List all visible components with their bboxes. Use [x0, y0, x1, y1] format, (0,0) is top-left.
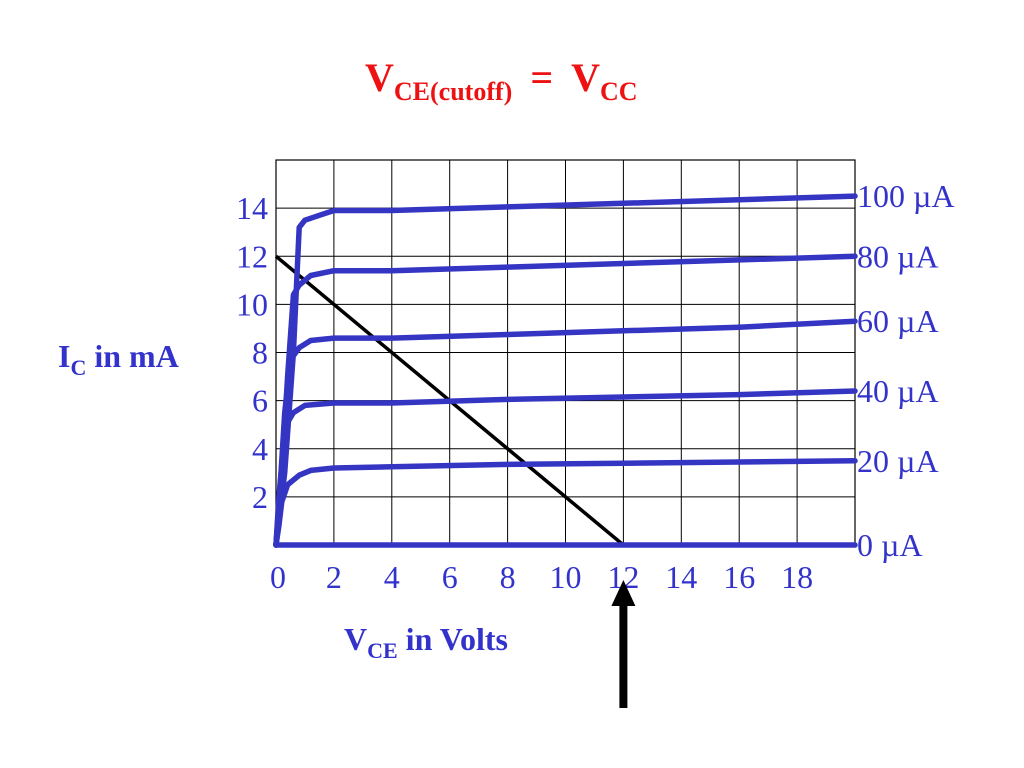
y-tick-label: 2 [252, 479, 268, 515]
curve-label-2: 60 µA [857, 303, 939, 339]
curve-label-4: 20 µA [857, 443, 939, 479]
x-tick-label: 2 [326, 559, 342, 595]
curve-label-3: 40 µA [857, 373, 939, 409]
y-tick-label: 6 [252, 383, 268, 419]
grid [275, 159, 856, 546]
y-axis-title: IC in mA [58, 338, 179, 380]
series-curve-0 [273, 193, 858, 548]
x-tick-label: 10 [550, 559, 582, 595]
x-tick-label: 16 [723, 559, 755, 595]
chart-title: VCE(cutoff) = VCC [365, 55, 638, 106]
x-tick-label: 14 [665, 559, 697, 595]
x-tick-label: 4 [384, 559, 400, 595]
y-tick-label: 12 [236, 238, 268, 274]
curve-label-1: 80 µA [857, 238, 939, 274]
series-curve-3 [273, 388, 858, 548]
y-tick-label: 4 [252, 431, 268, 467]
curve-label-0: 100 µA [857, 178, 955, 214]
axis-titles: IC in mA VCE in Volts [58, 338, 508, 663]
y-tick-labels: 2 4 6 8 10 12 14 [236, 190, 268, 515]
x-tick-label: 6 [442, 559, 458, 595]
y-tick-label: 14 [236, 190, 268, 226]
x-tick-labels: 0 2 4 6 8 10 12 14 16 18 [270, 559, 813, 595]
series-curve-4 [273, 458, 858, 548]
arrow-head [611, 580, 636, 606]
x-axis-title: VCE in Volts [344, 621, 508, 663]
series-curve-2 [273, 318, 858, 548]
x-tick-label: 0 [270, 559, 286, 595]
series-curves [273, 193, 858, 548]
curve-label-5: 0 µA [857, 527, 923, 563]
arrow-shaft [619, 598, 628, 708]
curve-labels: 100 µA 80 µA 60 µA 40 µA 20 µA 0 µA [857, 178, 955, 563]
y-tick-label: 10 [236, 286, 268, 322]
x-tick-label: 8 [500, 559, 516, 595]
x-tick-label: 18 [781, 559, 813, 595]
y-tick-label: 8 [252, 335, 268, 371]
title-text: VCE(cutoff) = VCC [365, 55, 638, 106]
cutoff-arrow [611, 580, 636, 708]
